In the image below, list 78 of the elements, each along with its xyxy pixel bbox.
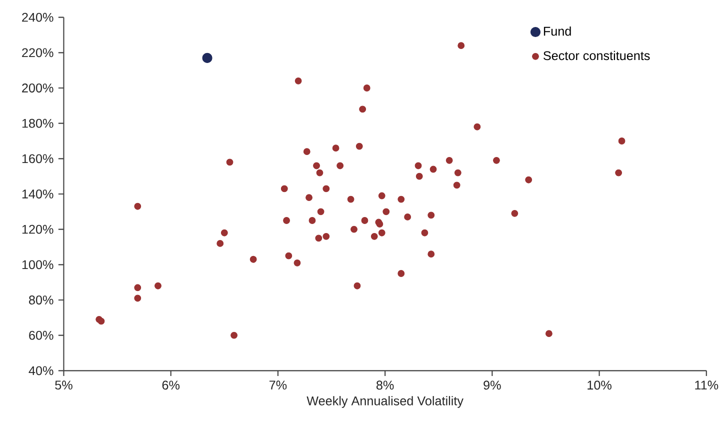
y-tick-label: 180%: [22, 118, 54, 128]
point: [378, 192, 386, 200]
legend-label: Sector constituents: [544, 50, 650, 60]
point: [350, 226, 358, 233]
point: [370, 232, 378, 240]
point: [154, 282, 162, 290]
point: [354, 282, 361, 290]
x-tick-label: 10%: [588, 380, 612, 390]
point: [525, 176, 532, 184]
point: [414, 162, 422, 170]
legend-label: Fund: [544, 26, 571, 36]
point: [421, 229, 428, 236]
point: [202, 52, 212, 64]
point: [416, 172, 423, 180]
point: [378, 229, 386, 236]
point: [322, 232, 330, 240]
point: [134, 294, 142, 302]
point: [230, 332, 238, 339]
point: [359, 106, 366, 113]
y-tick-label: 140%: [22, 190, 54, 198]
point: [280, 185, 288, 192]
point: [303, 148, 310, 156]
point: [545, 330, 552, 338]
point: [430, 166, 437, 173]
point: [454, 169, 462, 176]
point: [294, 259, 301, 266]
x-tick-label: 9%: [484, 380, 501, 390]
point: [216, 240, 224, 247]
point: [404, 214, 412, 220]
x-tick-label: 11%: [695, 380, 718, 390]
point: [618, 138, 626, 144]
point: [315, 234, 322, 242]
x-axis-title: Weekly Annualised Volatility: [306, 396, 464, 408]
point: [428, 212, 435, 219]
point: [250, 256, 257, 263]
y-tick-label: 80%: [29, 296, 54, 304]
point: [134, 202, 142, 210]
y-tick-label: 220%: [22, 48, 54, 58]
point: [511, 210, 518, 217]
point: [313, 162, 320, 170]
point: [294, 77, 302, 84]
y-tick-label: 240%: [22, 12, 54, 22]
point: [285, 252, 292, 260]
point: [332, 144, 340, 152]
point: [317, 208, 324, 216]
point: [322, 185, 330, 192]
point: [306, 194, 312, 201]
x-tick-label: 7%: [269, 380, 287, 390]
point: [356, 142, 363, 150]
y-tick-label: 120%: [22, 224, 54, 234]
point: [453, 182, 460, 189]
point: [308, 217, 316, 224]
point: [220, 229, 228, 236]
x-tick-label: 5%: [55, 380, 72, 390]
point: [336, 162, 344, 170]
point: [493, 156, 500, 164]
y-tick-label: 100%: [22, 260, 54, 270]
point: [283, 217, 290, 224]
y-tick-label: 160%: [22, 154, 54, 164]
point: [316, 169, 324, 176]
point: [226, 158, 234, 166]
point: [398, 196, 405, 203]
point: [382, 208, 390, 216]
point: [446, 156, 453, 164]
point: [428, 250, 435, 258]
y-tick-label: 200%: [22, 84, 54, 92]
y-tick-label: 40%: [28, 366, 54, 376]
point: [615, 169, 622, 176]
point: [474, 123, 481, 130]
point: [134, 284, 142, 292]
point: [347, 196, 354, 203]
y-tick-label: 60%: [29, 330, 54, 340]
x-tick-label: 8%: [376, 380, 394, 390]
point: [458, 42, 465, 50]
point: [398, 270, 405, 277]
point: [363, 84, 370, 92]
x-tick-label: 6%: [162, 380, 180, 390]
point: [361, 217, 368, 224]
